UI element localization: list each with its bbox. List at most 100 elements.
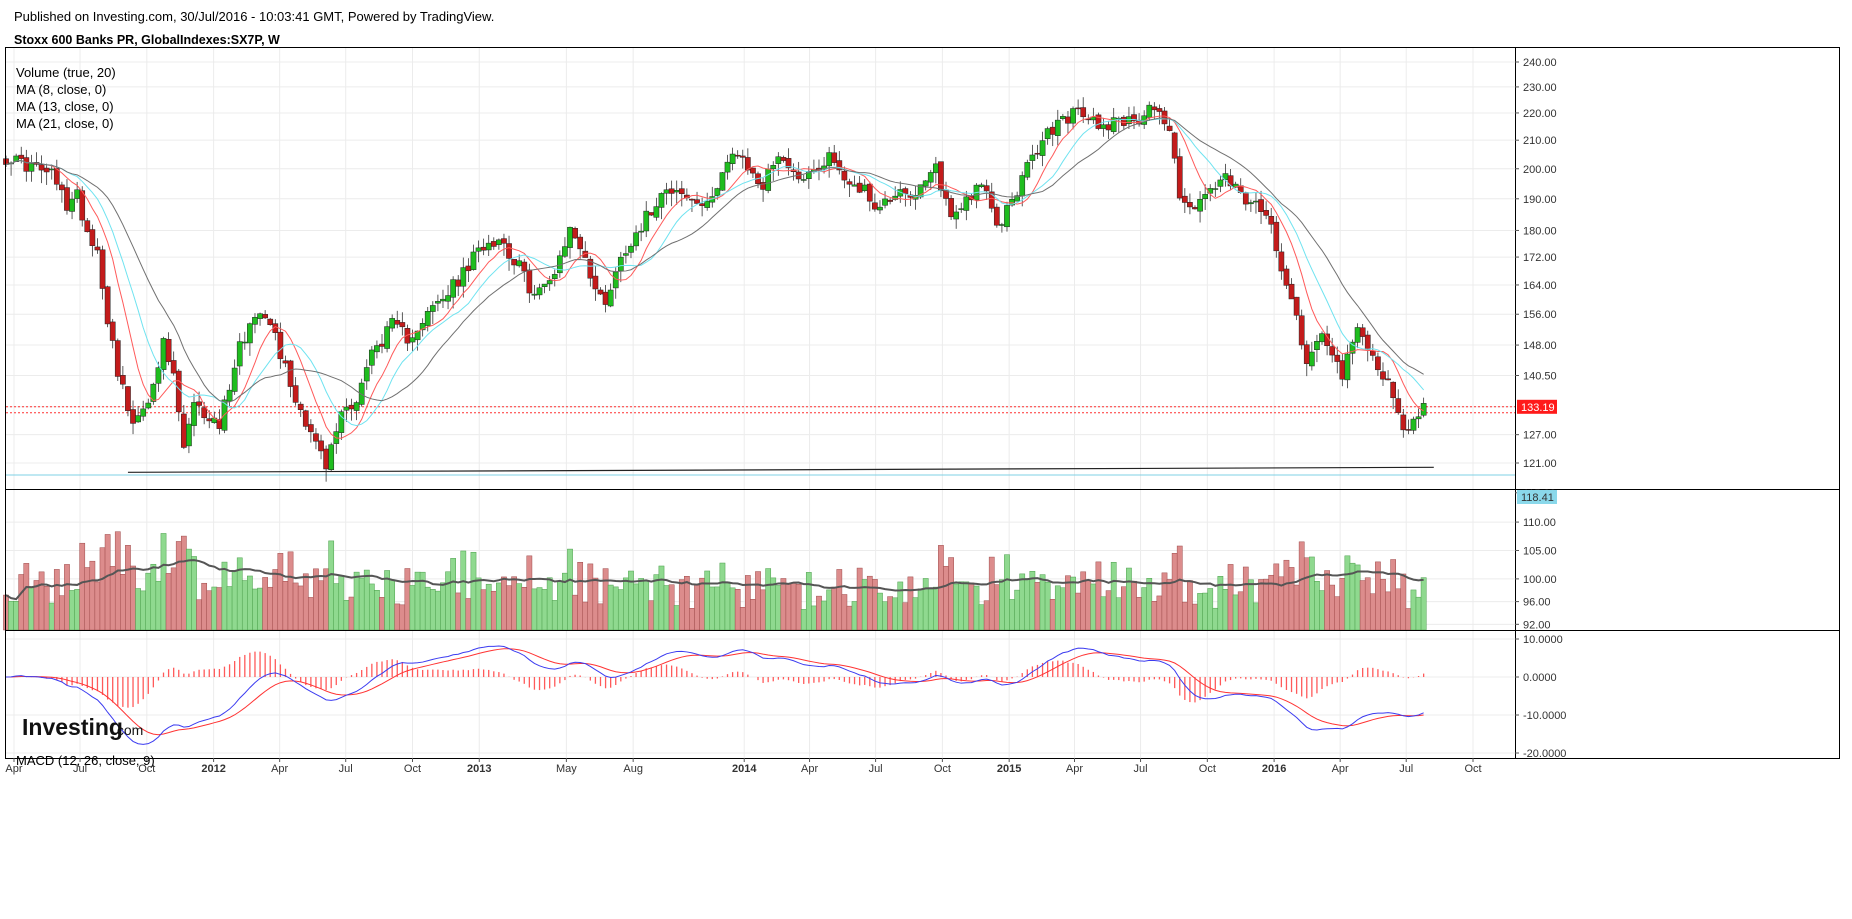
volume-bar: [1110, 561, 1117, 631]
candle-body: [470, 251, 477, 270]
time-tick-label: 2012: [201, 763, 225, 775]
candle-body: [485, 242, 492, 251]
candle-body: [94, 246, 101, 251]
candle-body: [1319, 333, 1325, 343]
volume-bar: [719, 562, 726, 631]
candle-body: [1217, 179, 1224, 187]
candle-body: [1390, 381, 1397, 399]
volume-bar: [1192, 603, 1198, 631]
candle-body: [1171, 132, 1178, 159]
candle-body: [399, 322, 406, 328]
candle-body: [983, 185, 990, 192]
volume-bar: [1420, 577, 1427, 631]
candle-body: [318, 440, 324, 452]
volume-bar: [1273, 563, 1280, 631]
candle-body: [267, 318, 274, 325]
candle-body: [1075, 107, 1081, 110]
volume-bar: [13, 600, 20, 631]
price-tick-label: 164.00: [1523, 280, 1557, 292]
candle-body: [196, 401, 202, 406]
candle-body: [562, 246, 568, 257]
volume-bar: [201, 582, 208, 631]
volume-bar: [48, 602, 55, 631]
time-tick-label: Apr: [271, 763, 288, 775]
volume-bar: [353, 571, 360, 631]
volume-bar: [490, 590, 497, 631]
volume-bar: [374, 590, 380, 631]
candle-body: [1349, 341, 1356, 354]
volume-bar: [160, 533, 167, 631]
volume-bar: [1034, 582, 1041, 631]
volume-bar: [1222, 589, 1229, 631]
volume-bar: [170, 567, 177, 631]
volume-bar: [866, 575, 873, 631]
candle-body: [247, 323, 253, 344]
price-tick-label: 127.00: [1523, 430, 1557, 442]
candle-body: [866, 183, 873, 202]
volume-tick-label: 100.00: [1523, 574, 1557, 586]
volume-bar: [953, 583, 960, 631]
candle-body: [353, 402, 360, 411]
candle-body: [927, 172, 934, 183]
volume-bar: [678, 579, 685, 631]
candle-body: [109, 321, 116, 341]
volume-bar: [577, 562, 584, 631]
volume-bar: [1060, 587, 1066, 631]
time-tick-label: Oct: [934, 763, 951, 775]
volume-bar: [287, 551, 294, 631]
volume-bar: [1065, 575, 1071, 631]
volume-bar: [1009, 599, 1015, 631]
volume-bar: [978, 604, 985, 631]
volume-bar: [318, 580, 324, 631]
horizontal-lines: [6, 406, 1515, 476]
legend-ma21: MA (21, close, 0): [16, 116, 114, 131]
candle-body: [836, 160, 843, 171]
volume-bar: [165, 573, 172, 631]
candle-body: [231, 367, 238, 392]
volume-bar: [1161, 572, 1168, 631]
candle-body: [1105, 124, 1112, 131]
time-tick-label: 2016: [1262, 763, 1286, 775]
candle-body: [719, 172, 726, 191]
volume-bar: [836, 569, 843, 631]
candle-body: [1364, 334, 1371, 350]
candle-body: [496, 239, 502, 245]
candle-body: [607, 289, 614, 307]
candle-body: [1070, 108, 1076, 124]
price-tick-label: 220.00: [1523, 108, 1557, 120]
volume-bar: [404, 568, 411, 631]
candle-body: [1283, 268, 1290, 286]
candle-body: [1014, 195, 1020, 202]
volume-bar: [1248, 579, 1254, 631]
volume-bar: [191, 556, 197, 631]
volume-bar: [28, 587, 35, 631]
volume-tick-label: 105.00: [1523, 545, 1557, 557]
time-tick-label: Oct: [1464, 763, 1481, 775]
volume-bar: [460, 550, 467, 631]
volume-bar: [556, 580, 563, 631]
volume-bar: [435, 590, 441, 631]
candle-body: [358, 382, 365, 405]
candle-body: [1100, 124, 1107, 129]
volume-bar: [1242, 566, 1249, 631]
volume-bar: [313, 568, 319, 631]
volume-bar: [933, 586, 939, 631]
candle-body: [175, 370, 182, 413]
candle-body: [511, 259, 517, 266]
volume-bar: [501, 576, 507, 631]
volume-bar: [816, 595, 822, 631]
candle-body: [851, 184, 858, 187]
volume-tick-label: 92.00: [1523, 619, 1551, 631]
candle-body: [368, 349, 375, 366]
volume-bar: [673, 605, 680, 631]
price-tick-label: 210.00: [1523, 135, 1557, 147]
candle-body: [678, 188, 685, 194]
candle-body: [1192, 207, 1198, 210]
volume-bar: [1039, 574, 1046, 631]
candle-body: [521, 261, 528, 272]
volume-bar: [1298, 541, 1305, 631]
candle-body: [775, 156, 782, 164]
candle-body: [704, 200, 711, 208]
candle-body: [643, 210, 650, 232]
